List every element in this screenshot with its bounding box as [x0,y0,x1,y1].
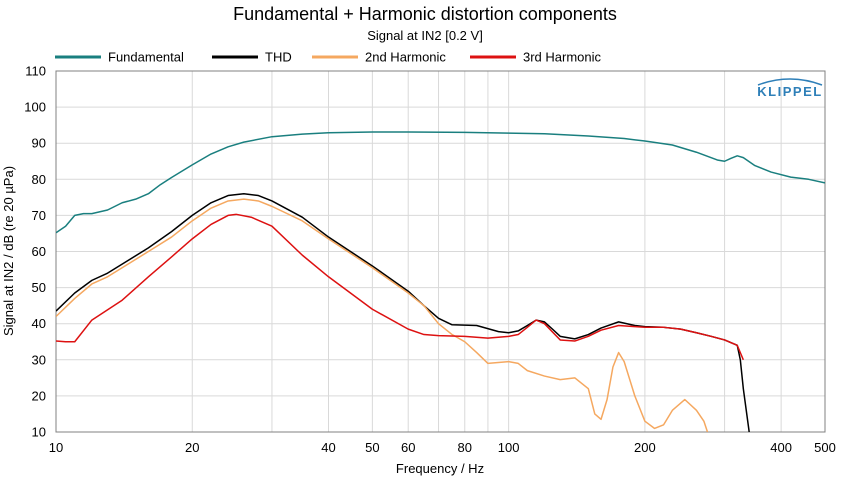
y-tick-label: 90 [32,136,46,151]
series-lines [56,131,825,432]
y-tick-label: 50 [32,280,46,295]
legend-label: 2nd Harmonic [365,50,446,65]
x-tick-label: 20 [185,440,199,455]
x-tick-label: 200 [634,440,656,455]
y-tick-label: 100 [24,100,46,115]
y-tick-label: 110 [25,64,46,79]
x-tick-label: 60 [401,440,415,455]
plot-frame [55,70,826,433]
x-tick-label: 400 [770,440,792,455]
chart-subtitle: Signal at IN2 [0.2 V] [367,28,483,43]
x-tick-label: 100 [498,440,520,455]
y-axis-ticks: 10 20 30 40 50 60 70 80 90 100 110 [24,64,46,440]
x-tick-label: 50 [365,440,379,455]
y-tick-label: 30 [32,352,46,367]
klippel-logo: KLIPPEL [757,78,823,99]
x-axis-ticks: 10 20 40 50 60 80 100 200 400 500 [49,440,836,455]
x-axis-label: Frequency / Hz [396,461,484,476]
series-line-3rd-harmonic [56,213,745,361]
y-tick-label: 80 [32,172,46,187]
x-tick-label: 40 [321,440,335,455]
logo-text: KLIPPEL [757,84,822,99]
legend-label: THD [265,50,292,65]
series-line-2nd-harmonic [56,198,709,432]
y-tick-label: 70 [32,208,46,223]
y-tick-label: 40 [32,316,46,331]
y-tick-label: 10 [32,425,46,440]
x-tick-label: 80 [458,440,472,455]
series-line-fundamental [56,131,825,234]
legend-label: 3rd Harmonic [523,50,602,65]
chart-title: Fundamental + Harmonic distortion compon… [233,4,617,24]
legend: Fundamental THD 2nd Harmonic 3rd Harmonic [55,50,602,65]
grid [56,71,825,432]
y-tick-label: 60 [32,244,46,259]
y-tick-label: 20 [32,388,46,403]
x-tick-label: 500 [814,440,836,455]
x-tick-label: 10 [49,440,63,455]
legend-label: Fundamental [108,50,184,65]
y-axis-label: Signal at IN2 / dB (re 20 µPa) [1,166,16,336]
